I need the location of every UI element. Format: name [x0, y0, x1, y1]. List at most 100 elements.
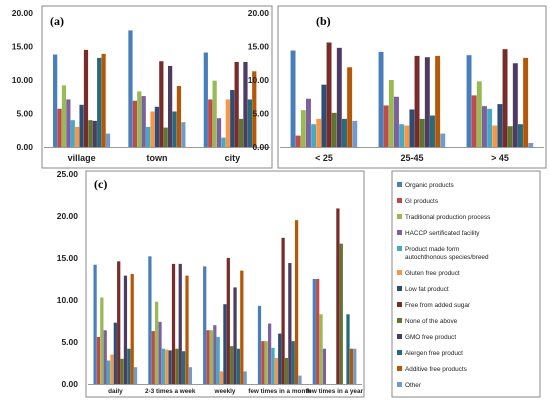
- bar: [100, 297, 104, 384]
- bar: [208, 99, 213, 147]
- bar: [155, 301, 159, 384]
- legend-entry: None of the above: [405, 318, 458, 325]
- legend-swatch: [397, 334, 402, 339]
- y-tick-label: 15.00: [57, 253, 79, 263]
- bar: [110, 354, 114, 384]
- bar: [349, 348, 354, 384]
- y-tick-label: 15.00: [248, 42, 270, 52]
- y-tick-label: 10.00: [248, 75, 270, 85]
- bar: [528, 142, 534, 147]
- legend-entry: HACCP sertificated facility: [405, 230, 480, 237]
- bar: [212, 80, 217, 147]
- bar: [274, 357, 278, 384]
- bar: [96, 336, 101, 384]
- y-tick-label: 20.00: [57, 211, 79, 221]
- legend-swatch: [397, 366, 402, 371]
- bar: [347, 67, 353, 147]
- legend-swatch: [397, 198, 402, 203]
- bar: [294, 220, 299, 384]
- bar: [188, 367, 192, 384]
- legend-entry: Traditional production process: [405, 214, 490, 221]
- bar: [127, 348, 131, 384]
- bar: [291, 341, 295, 384]
- legend-entry: Free from added sugar: [405, 302, 471, 309]
- legend-entry: Product made form autochthonous species/b…: [405, 246, 489, 261]
- bar: [219, 371, 224, 384]
- y-tick-label: 20.00: [248, 8, 270, 18]
- panel-a-frame: [41, 5, 273, 169]
- bar: [203, 266, 207, 384]
- bar: [476, 81, 482, 147]
- legend-swatch: [397, 270, 402, 275]
- panel-a-tag: (a): [50, 14, 64, 28]
- y-tick-label: 20.00: [12, 8, 34, 18]
- y-tick-label: 0.00: [16, 142, 33, 152]
- y-tick-label: 5.00: [252, 109, 269, 119]
- legend-swatch: [397, 246, 402, 251]
- bar: [79, 104, 84, 147]
- bar: [281, 237, 285, 384]
- bar: [300, 110, 306, 147]
- bar: [151, 331, 155, 384]
- bar: [230, 346, 234, 384]
- x-category-label: 2-3 times a week: [145, 388, 196, 395]
- x-category-label: village: [68, 153, 96, 163]
- bar: [130, 273, 134, 384]
- bar: [145, 126, 151, 147]
- bar: [481, 106, 487, 147]
- panel-b-frame: [277, 5, 547, 169]
- bar: [236, 348, 241, 384]
- plot-b: 0.00 5.00 10.00 15.00 20.00 < 25 25-45 > 45: [248, 8, 544, 163]
- bar: [53, 54, 58, 147]
- bar: [148, 256, 152, 384]
- bar: [353, 348, 357, 384]
- y-tick-label: 0.00: [61, 379, 78, 389]
- bar: [518, 124, 523, 147]
- bar: [203, 52, 208, 147]
- x-category-label: 25-45: [400, 153, 423, 163]
- legend-entry: Alergen free product: [405, 350, 463, 357]
- bar: [298, 375, 302, 384]
- legend-entry: GI products: [405, 198, 438, 205]
- bar: [404, 125, 410, 147]
- bar: [492, 125, 498, 147]
- bar: [336, 208, 340, 384]
- bar: [225, 99, 230, 147]
- bar: [141, 96, 146, 147]
- panel-c-legend-frame: [391, 170, 541, 398]
- bar: [321, 84, 327, 147]
- bar: [181, 122, 186, 147]
- bar: [158, 321, 162, 384]
- bar: [92, 120, 97, 147]
- bar: [507, 126, 513, 147]
- bar: [172, 111, 177, 147]
- panel-c-tag: (c): [94, 177, 107, 191]
- bar: [497, 104, 503, 147]
- y-tick-label: 5.00: [61, 337, 78, 347]
- bar: [123, 275, 128, 384]
- bar: [103, 330, 107, 384]
- bar: [278, 333, 282, 384]
- panel-c-frame: [85, 170, 365, 398]
- x-category-label: city: [225, 153, 241, 163]
- bar: [168, 65, 173, 147]
- legend-swatch: [397, 350, 402, 355]
- bar: [168, 350, 172, 384]
- legend-c: Organic products GI products Traditional p…: [397, 182, 490, 389]
- bar: [247, 99, 252, 147]
- bar: [393, 96, 399, 147]
- bar: [240, 270, 244, 384]
- x-category-label: daily: [108, 388, 123, 395]
- bar: [165, 349, 169, 384]
- y-tick-label: 15.00: [12, 42, 34, 52]
- bar: [409, 109, 415, 147]
- bar: [182, 351, 186, 384]
- bar: [319, 314, 323, 384]
- legend-entry: Additive free products: [405, 366, 467, 373]
- bar: [176, 86, 182, 147]
- bar: [223, 304, 227, 384]
- bar: [487, 108, 493, 147]
- bar: [388, 80, 394, 147]
- bar: [268, 323, 272, 384]
- bar: [331, 112, 337, 147]
